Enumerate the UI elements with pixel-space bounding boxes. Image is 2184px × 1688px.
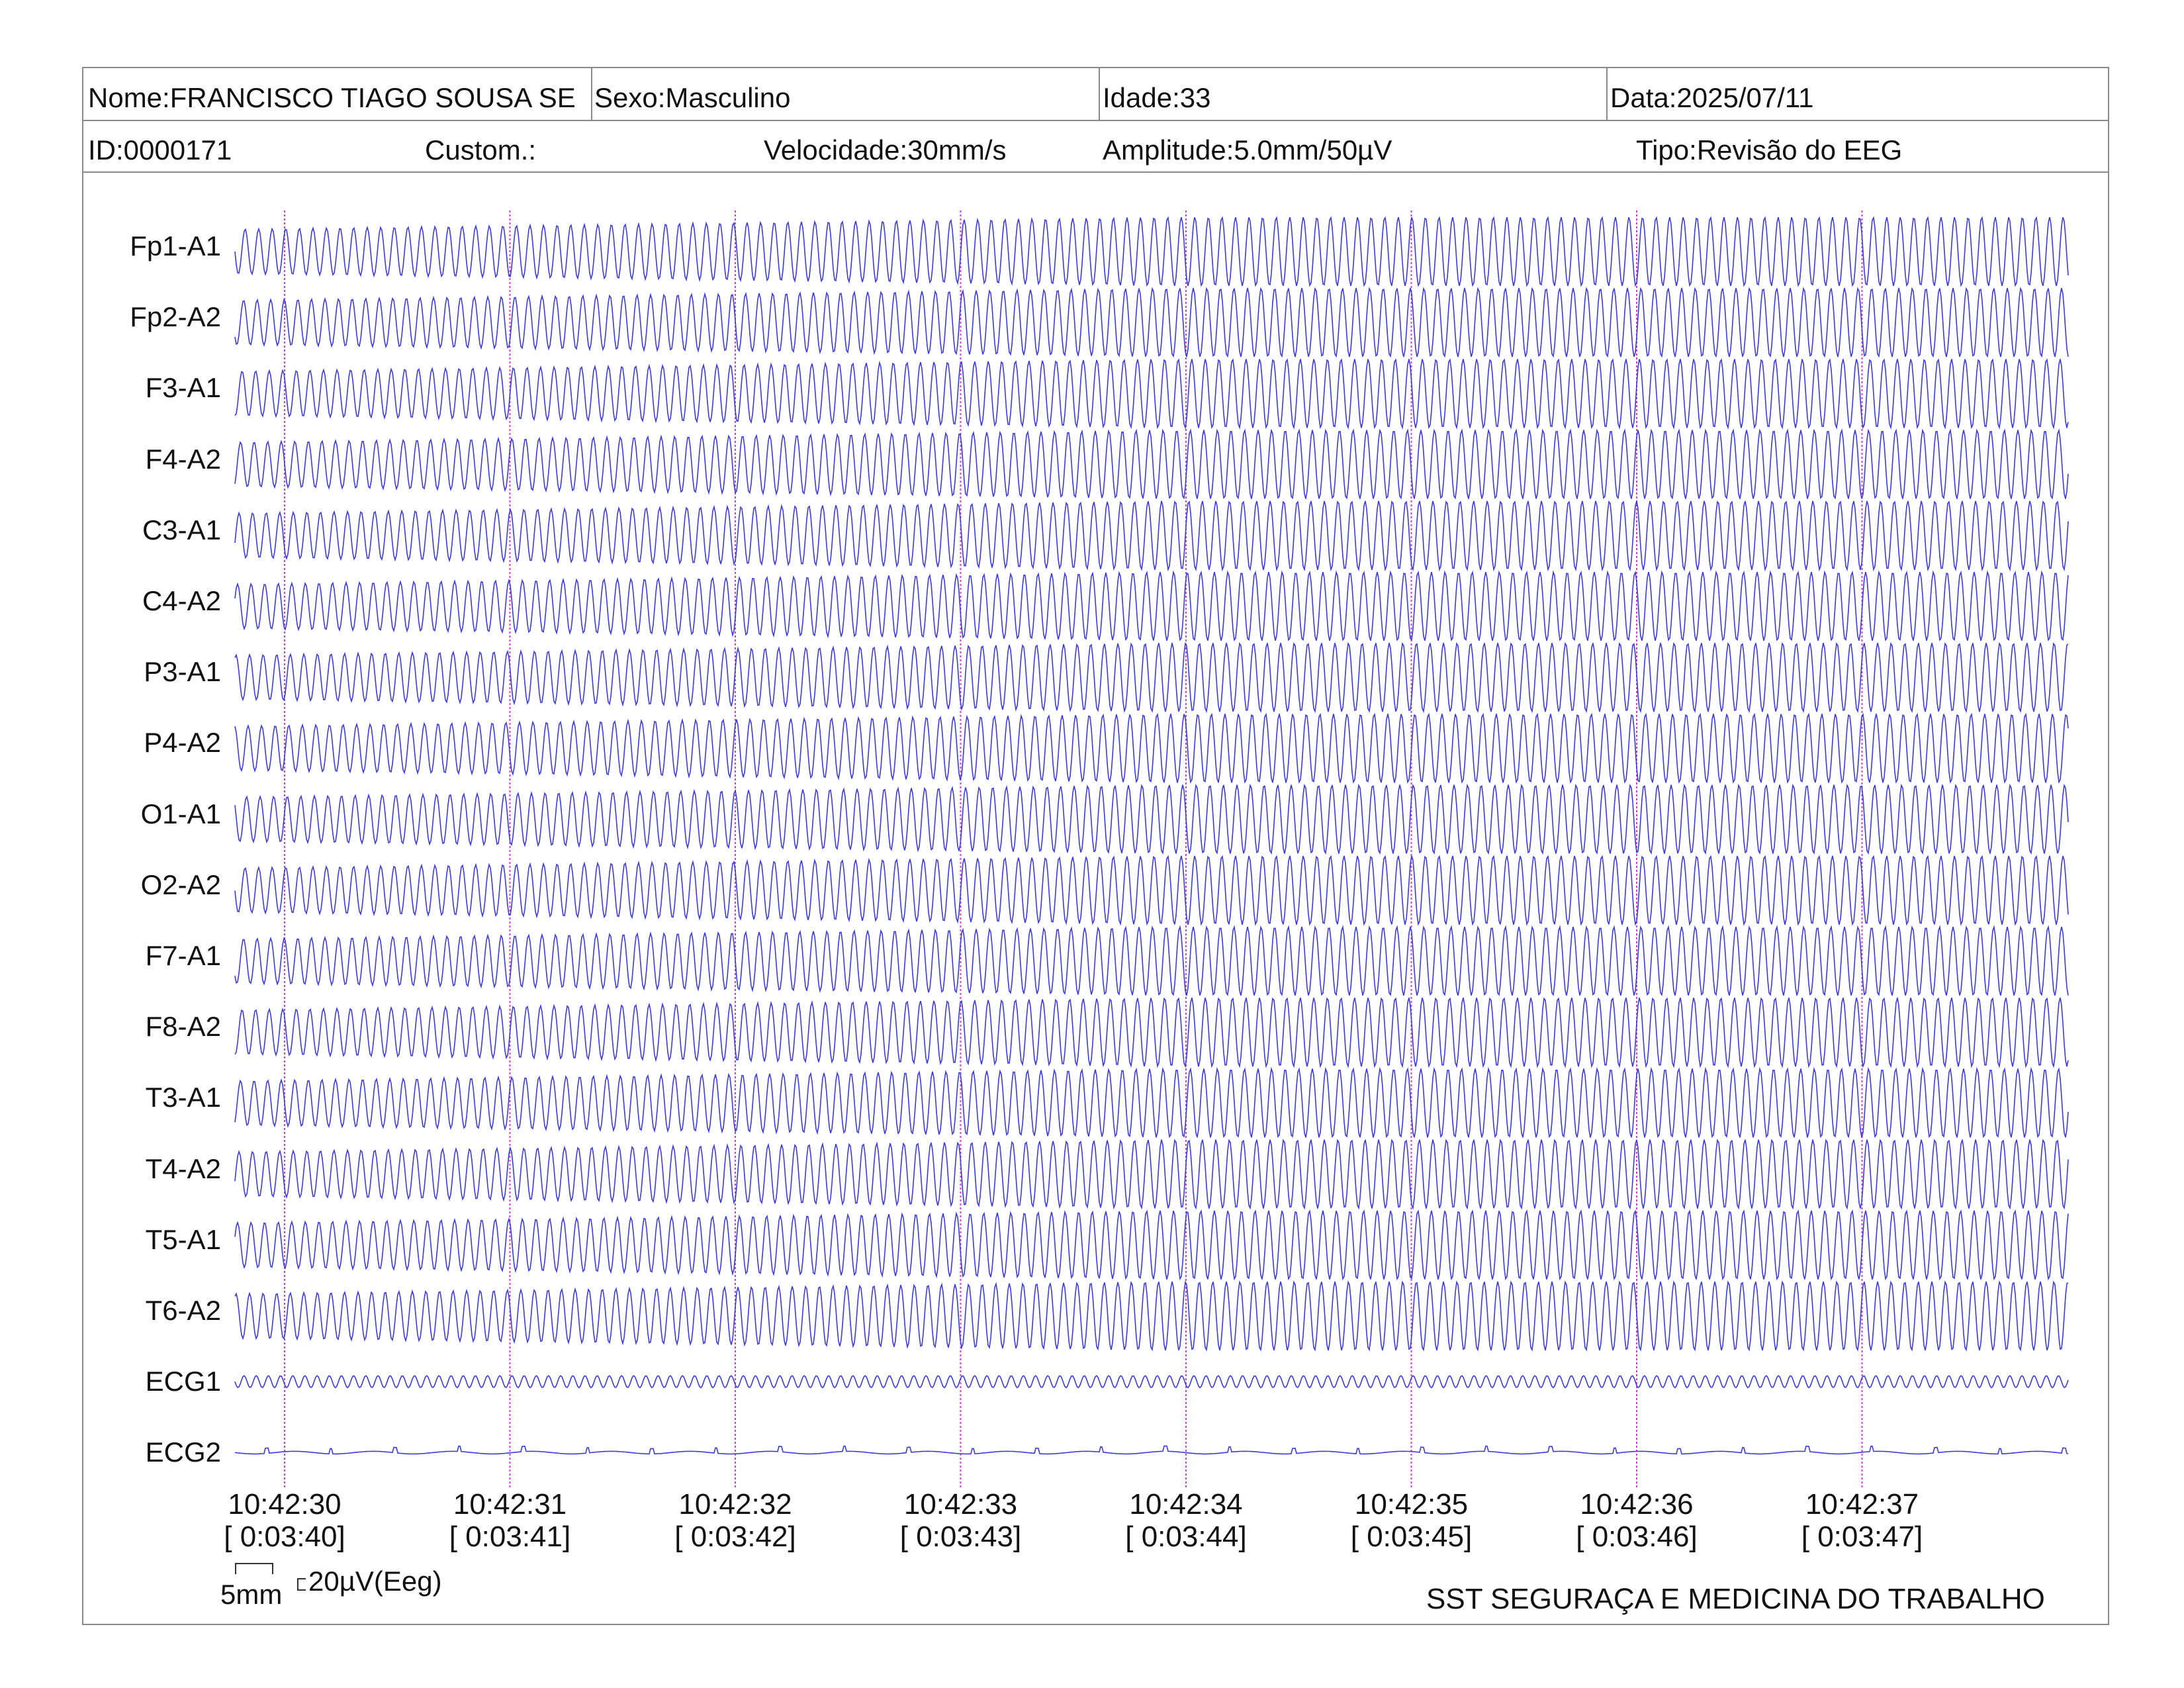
- time-marker-elapsed: [ 0:03:45]: [1350, 1521, 1473, 1553]
- time-marker-clock: 10:42:32: [678, 1488, 792, 1521]
- exam-date: Data:2025/07/11: [1610, 82, 1814, 113]
- time-marker-clock: 10:42:34: [1129, 1488, 1243, 1521]
- waveform-trace: [234, 997, 2069, 1068]
- exam-type: Tipo:Revisão do EEG: [1636, 134, 1903, 165]
- channel-label: P3-A1: [144, 656, 221, 688]
- channel-label: O1-A1: [140, 798, 221, 829]
- channel-label: F8-A2: [145, 1011, 221, 1043]
- time-marker-clock: 10:42:36: [1580, 1488, 1694, 1521]
- waveform-trace: [234, 855, 2069, 926]
- channel-label: F3-A1: [145, 372, 221, 404]
- waveform-trace: [234, 642, 2069, 714]
- custom-field: Custom.:: [425, 134, 537, 165]
- time-marker-elapsed: [ 0:03:42]: [674, 1521, 796, 1553]
- header-col-divider: [591, 67, 592, 120]
- amplitude-setting: Amplitude:5.0mm/50µV: [1103, 134, 1392, 165]
- report-frame: [82, 67, 2109, 1625]
- channel-label: Fp2-A2: [130, 301, 221, 333]
- time-marker-elapsed: [ 0:03:47]: [1801, 1521, 1923, 1553]
- waveform-trace: [234, 287, 2069, 358]
- waveform-trace: [234, 712, 2069, 784]
- time-marker-elapsed: [ 0:03:41]: [449, 1521, 571, 1553]
- channel-label: T4-A2: [145, 1152, 221, 1184]
- time-marker-clock: 10:42:31: [453, 1488, 567, 1521]
- waveform-trace: [234, 1375, 2069, 1389]
- waveform-trace: [234, 1280, 2069, 1352]
- amplitude-scale-label: 20µV(Eeg): [308, 1566, 442, 1597]
- time-marker-elapsed: [ 0:03:46]: [1576, 1521, 1698, 1553]
- channel-label: ECG2: [145, 1436, 221, 1468]
- waveform-trace: [234, 570, 2069, 641]
- header-col-divider: [1606, 67, 1608, 120]
- waveform-trace: [234, 783, 2069, 855]
- channel-label: T6-A2: [145, 1295, 221, 1326]
- time-marker-clock: 10:42:30: [228, 1488, 341, 1521]
- channel-label: C4-A2: [142, 585, 221, 616]
- patient-id: ID:0000171: [88, 134, 232, 165]
- waveform-trace: [234, 925, 2069, 996]
- channel-label: P4-A2: [144, 727, 221, 759]
- header-bottom-divider: [82, 171, 2109, 173]
- time-marker-clock: 10:42:33: [903, 1488, 1018, 1521]
- waveform-trace: [234, 216, 2069, 287]
- time-marker-clock: 10:42:35: [1354, 1488, 1469, 1521]
- channel-label: C3-A1: [142, 514, 221, 545]
- waveform-trace: [234, 358, 2069, 430]
- channel-label: O2-A2: [140, 868, 221, 900]
- channel-label: T5-A1: [145, 1223, 221, 1255]
- waveform-trace: [234, 1139, 2069, 1210]
- patient-name: Nome:FRANCISCO TIAGO SOUSA SE: [88, 82, 576, 113]
- company-name: SST SEGURAÇA E MEDICINA DO TRABALHO: [1426, 1583, 2045, 1615]
- channel-label: ECG1: [145, 1366, 221, 1397]
- time-marker-elapsed: [ 0:03:40]: [224, 1521, 345, 1553]
- header-row-divider: [82, 120, 2109, 121]
- waveform-trace: [234, 428, 2069, 500]
- time-marker-clock: 10:42:37: [1805, 1488, 1919, 1521]
- channel-label: F7-A1: [145, 940, 221, 971]
- waveform-trace: [234, 500, 2069, 572]
- time-marker-elapsed: [ 0:03:44]: [1125, 1521, 1247, 1553]
- paper-speed: Velocidade:30mm/s: [764, 134, 1007, 165]
- patient-sex: Sexo:Masculino: [594, 82, 791, 113]
- channel-label: F4-A2: [145, 443, 221, 475]
- header-col-divider: [1099, 67, 1100, 120]
- waveform-trace: [234, 1445, 2069, 1455]
- channel-label: T3-A1: [145, 1082, 221, 1113]
- time-marker-elapsed: [ 0:03:43]: [899, 1521, 1022, 1553]
- waveform-trace: [234, 1209, 2069, 1281]
- patient-age: Idade:33: [1103, 82, 1211, 113]
- time-scale-label: 5mm: [220, 1579, 283, 1610]
- channel-label: Fp1-A1: [130, 230, 221, 261]
- waveform-trace: [234, 1066, 2069, 1139]
